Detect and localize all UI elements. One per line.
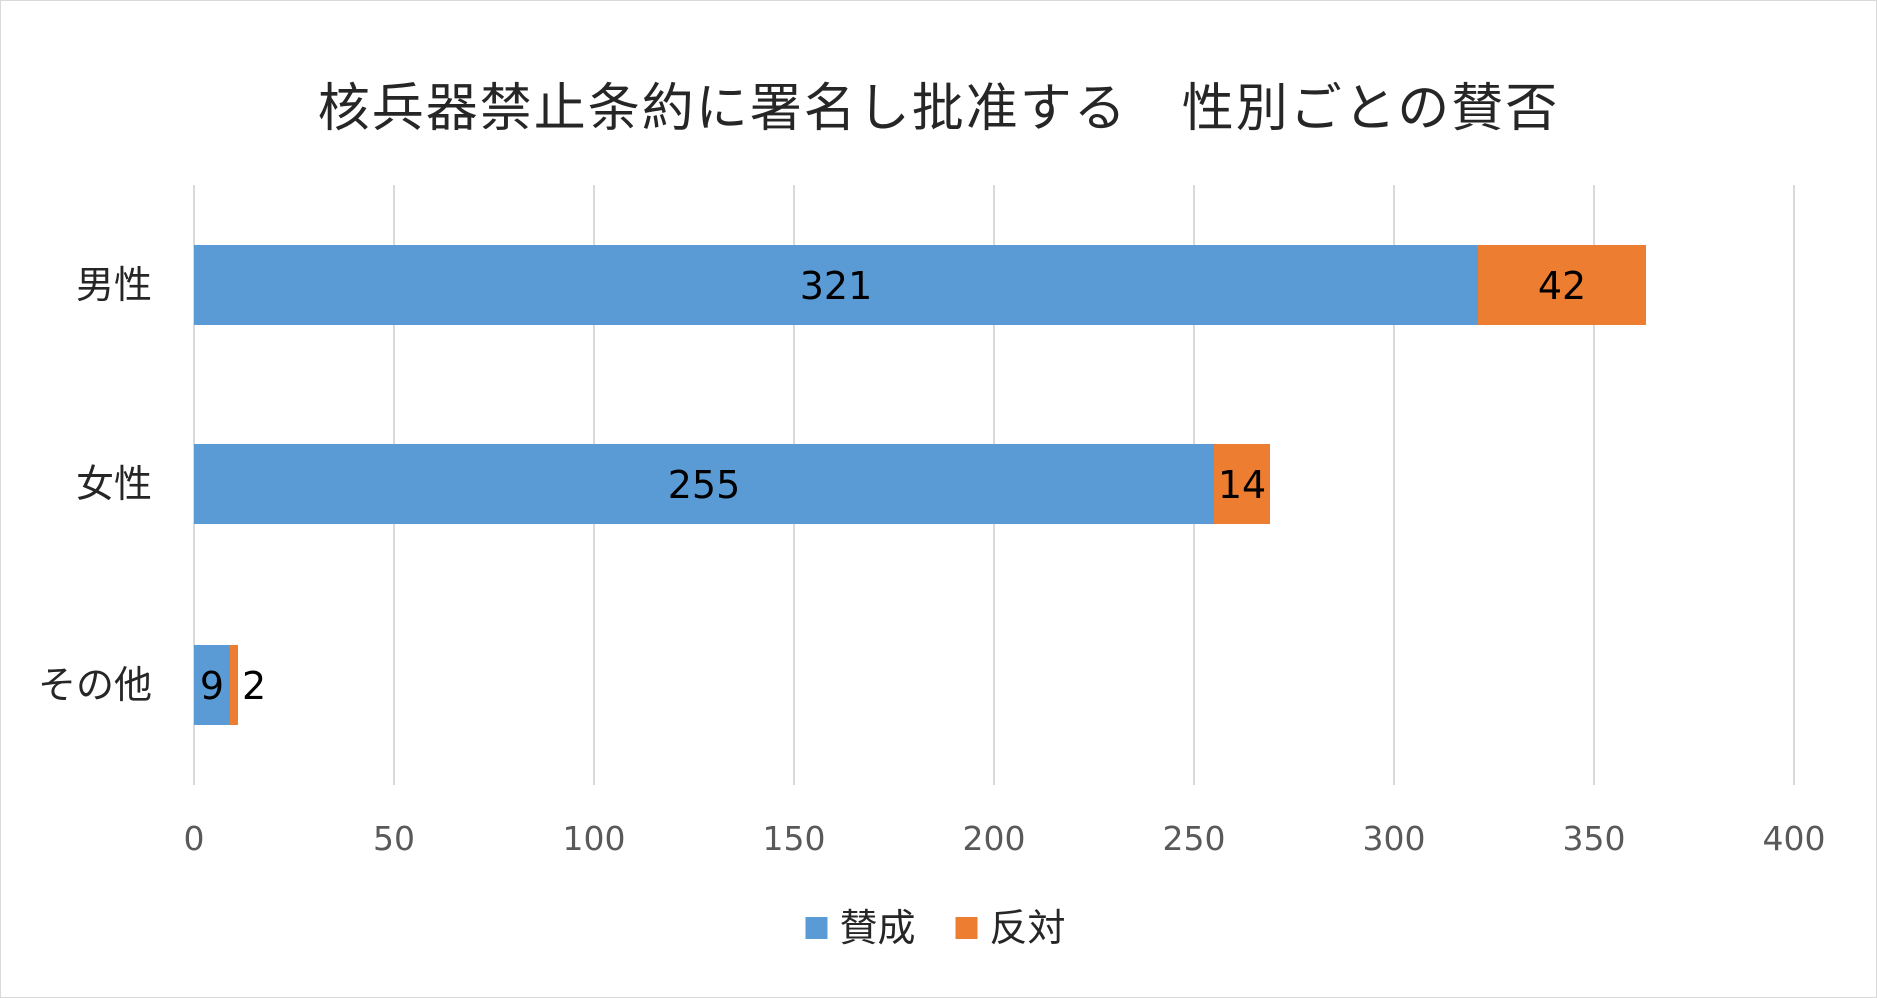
x-tick-label: 100 (563, 819, 626, 858)
legend-label-no: 反対 (990, 906, 1066, 950)
data-label: 255 (668, 463, 741, 507)
legend-label-yes: 賛成 (840, 906, 916, 950)
bars (194, 245, 1646, 725)
bar-no-0 (1478, 245, 1646, 325)
x-tick-label: 300 (1363, 819, 1426, 858)
legend-swatch-no (955, 917, 978, 939)
category-label: 男性 (76, 263, 152, 307)
bar-yes-2 (194, 645, 230, 725)
x-tick-label: 250 (1163, 819, 1226, 858)
x-tick-label: 350 (1563, 819, 1626, 858)
x-tick-label: 50 (373, 819, 415, 858)
x-tick-label: 200 (963, 819, 1026, 858)
data-label: 14 (1218, 463, 1266, 507)
data-label: 42 (1538, 264, 1586, 308)
bar-yes-0 (194, 245, 1478, 325)
x-tick-label: 150 (763, 819, 826, 858)
data-label: 2 (242, 664, 266, 708)
category-label: 女性 (76, 462, 152, 506)
x-tick-label: 400 (1763, 819, 1826, 858)
legend: 賛成 反対 (805, 906, 1066, 950)
bar-yes-1 (194, 444, 1214, 524)
chart-title: 核兵器禁止条約に署名し批准する 性別ごとの賛否 (317, 79, 1560, 139)
bar-no-1 (1214, 444, 1270, 524)
data-label: 9 (200, 664, 224, 708)
x-tick-label: 0 (184, 819, 205, 858)
category-label: その他 (38, 663, 152, 707)
legend-swatch-yes (805, 917, 828, 939)
bar-no-2 (230, 645, 238, 725)
data-label: 321 (800, 264, 873, 308)
